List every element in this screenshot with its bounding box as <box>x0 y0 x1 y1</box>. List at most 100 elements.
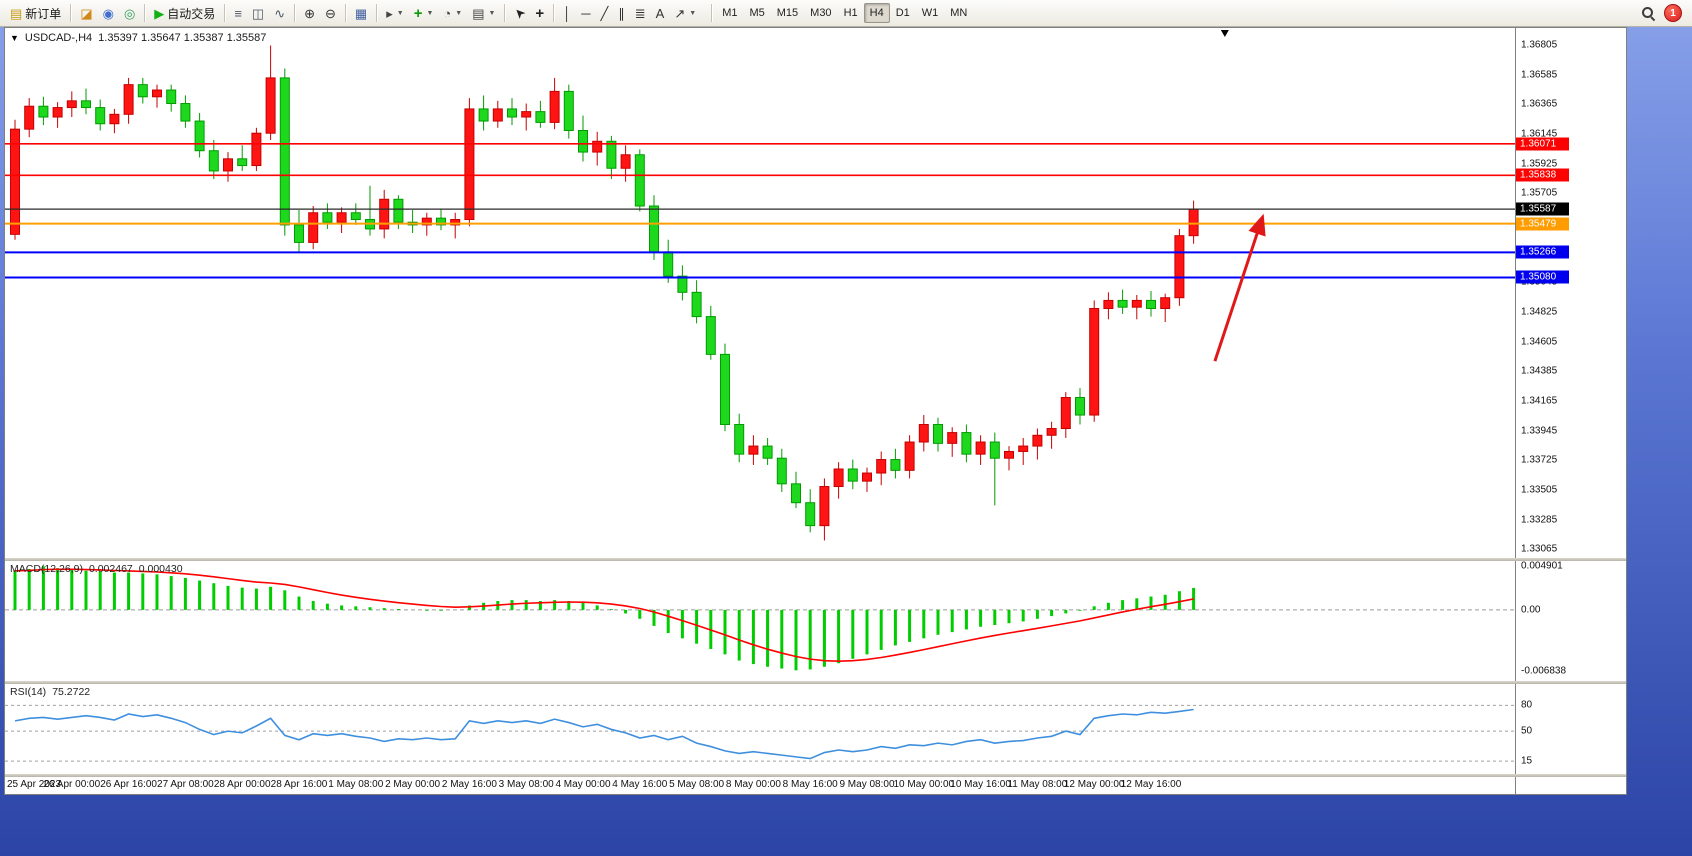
rsi-panel[interactable]: RSI(14) 75.2722 <box>5 684 1515 774</box>
bull-candle <box>123 84 134 115</box>
timeframe-w1-button[interactable]: W1 <box>921 7 939 19</box>
bull-candle <box>1089 308 1100 416</box>
tile-windows-button[interactable]: ▦ <box>350 2 372 25</box>
new-chart-icon: ◪ <box>80 5 93 21</box>
zoom-out-button[interactable]: ⊖ <box>320 2 341 25</box>
bull-candle <box>223 158 233 172</box>
candlestick-chart-button[interactable]: ◫ <box>247 2 269 25</box>
price-axis-label: 1.36805 <box>1521 39 1558 51</box>
bear-candle <box>705 316 716 355</box>
bear-candle <box>961 432 972 455</box>
toolbar: ▤ 新订单 ◪ ◉ ◎ ▶ 自动交易 ≡ ◫ ∿ ⊕ ⊖ ▦ ▸ ▼ + ▼ ◔ ▼ ▤ ▼ ➤ + │ ─ ╱ ∥ ≣ A ↗ ▼ M1 M… <box>0 0 1692 27</box>
rsi-name: RSI(14) <box>10 686 47 698</box>
bear-candle <box>791 483 801 504</box>
toolbar-separator <box>553 4 555 22</box>
panel-divider-rsi-time[interactable] <box>5 774 1626 777</box>
new-order-button[interactable]: ▤ 新订单 <box>5 2 66 25</box>
time-axis-label: 4 May 16:00 <box>612 779 668 790</box>
panel-divider-macd-rsi[interactable] <box>5 681 1626 684</box>
cursor-button[interactable]: ➤ <box>509 2 530 25</box>
shift-marker-icon[interactable] <box>1220 30 1229 37</box>
text-icon: A <box>655 5 665 21</box>
main-chart-canvas[interactable] <box>5 28 1515 558</box>
macd-canvas[interactable] <box>5 561 1515 681</box>
alerts-badge[interactable]: 1 <box>1664 4 1682 22</box>
bear-candle <box>350 212 361 221</box>
arrows-button[interactable]: ↗ ▼ <box>669 2 701 25</box>
fibonacci-button[interactable]: ≣ <box>630 2 651 25</box>
timeframe-m5-button[interactable]: M5 <box>749 7 765 19</box>
price-axis-label: 1.33945 <box>1521 425 1558 437</box>
auto-scroll-icon: ▸ <box>386 5 393 21</box>
toolbar-separator <box>144 4 146 22</box>
bull-candle <box>1004 450 1014 459</box>
text-button[interactable]: A <box>651 2 670 25</box>
search-icon[interactable] <box>1641 6 1655 20</box>
bull-candle <box>492 108 503 122</box>
time-axis-label: 2 May 16:00 <box>441 779 497 790</box>
macd-signal-value: 0.000430 <box>138 563 183 575</box>
trend-arrow-annotation[interactable] <box>1213 213 1266 362</box>
timeframe-m1-button[interactable]: M1 <box>722 7 738 19</box>
horizontal-line-button[interactable]: ─ <box>576 2 595 25</box>
arrow-objects-icon: ↗ <box>674 5 686 21</box>
new-chart-button[interactable]: ◪ <box>75 2 97 25</box>
line-chart-button[interactable]: ∿ <box>269 2 290 25</box>
panel-divider-main-macd[interactable] <box>5 558 1626 561</box>
indicators-button[interactable]: + ▼ <box>409 2 439 25</box>
timeframe-toolbar: M1 M5 M15 M30 H1 H4 D1 W1 MN <box>707 3 973 23</box>
price-axis-label: 1.36365 <box>1521 98 1558 110</box>
templates-button[interactable]: ▤ ▼ <box>467 2 500 25</box>
channel-button[interactable]: ∥ <box>613 2 630 25</box>
timeframe-d1-button[interactable]: D1 <box>895 7 910 19</box>
bull-candle <box>1060 397 1071 430</box>
profiles-button[interactable]: ◉ <box>98 2 119 25</box>
rsi-canvas[interactable] <box>5 684 1515 774</box>
time-axis-label: 27 Apr 08:00 <box>157 779 214 790</box>
one-click-trading-toggle[interactable]: ▼ <box>10 33 19 43</box>
trendline-button[interactable]: ╱ <box>595 2 613 25</box>
time-axis-label: 10 May 00:00 <box>893 779 955 790</box>
chart-symbol-period: USDCAD-,H4 <box>24 32 93 44</box>
macd-panel[interactable]: MACD(12,26,9) 0.002467 0.000430 <box>5 561 1515 681</box>
bear-candle <box>989 441 1000 459</box>
bear-candle <box>563 90 574 131</box>
bull-candle <box>152 89 162 98</box>
time-axis-label: 12 May 16:00 <box>1120 779 1182 790</box>
price-axis-label: 1.34385 <box>1521 365 1558 377</box>
vertical-line-button[interactable]: │ <box>558 2 576 25</box>
zoom-in-button[interactable]: ⊕ <box>299 2 320 25</box>
timeframe-h1-button[interactable]: H1 <box>843 7 858 19</box>
bull-candle <box>819 486 830 527</box>
toolbar-separator <box>711 4 713 22</box>
main-chart-panel[interactable]: ▼ USDCAD-,H4 1.35397 1.35647 1.35387 1.3… <box>5 28 1515 558</box>
price-axis[interactable]: 1.36805 1.36585 1.36365 1.36145 1.35925 1.357… <box>1515 28 1625 777</box>
chevron-down-icon: ▼ <box>488 9 496 17</box>
trendline-icon: ╱ <box>600 5 609 21</box>
timeframe-h4-button[interactable]: H4 <box>863 3 890 23</box>
timeframe-mn-button[interactable]: MN <box>950 7 968 19</box>
autotrading-button-label: 自动交易 <box>167 6 216 21</box>
toolbar-separator <box>70 4 72 22</box>
indicators-plus-icon: + <box>413 4 423 22</box>
time-axis-label: 9 May 08:00 <box>839 779 895 790</box>
toolbar-groups: ▤ 新订单 ◪ ◉ ◎ ▶ 自动交易 ≡ ◫ ∿ ⊕ ⊖ ▦ ▸ ▼ + ▼ ◔ ▼ ▤ ▼ ➤ + │ ─ ╱ ∥ ≣ A ↗ ▼ <box>5 2 701 25</box>
bull-candle <box>1046 428 1057 436</box>
bar-chart-button[interactable]: ≡ <box>229 2 247 25</box>
bull-candle <box>421 217 432 226</box>
crosshair-button[interactable]: + <box>530 2 549 25</box>
bear-candle <box>890 459 901 471</box>
bear-candle <box>1117 299 1128 308</box>
autotrading-button[interactable]: ▶ 自动交易 <box>149 2 220 25</box>
price-axis-label: 1.35705 <box>1521 187 1558 199</box>
data-window-button[interactable]: ◎ <box>119 2 140 25</box>
timeframe-m15-button[interactable]: M15 <box>776 7 799 19</box>
bear-candle <box>606 140 617 169</box>
time-axis-label: 11 May 08:00 <box>1007 779 1068 790</box>
clock-icon: ◔ <box>443 5 452 21</box>
periods-button[interactable]: ◔ ▼ <box>438 2 467 25</box>
timeframe-m30-button[interactable]: M30 <box>810 7 832 19</box>
time-axis[interactable]: 25 Apr 2023 26 Apr 00:00 26 Apr 16:00 27 Ap… <box>5 777 1626 794</box>
auto-scroll-button[interactable]: ▸ ▼ <box>381 2 408 25</box>
